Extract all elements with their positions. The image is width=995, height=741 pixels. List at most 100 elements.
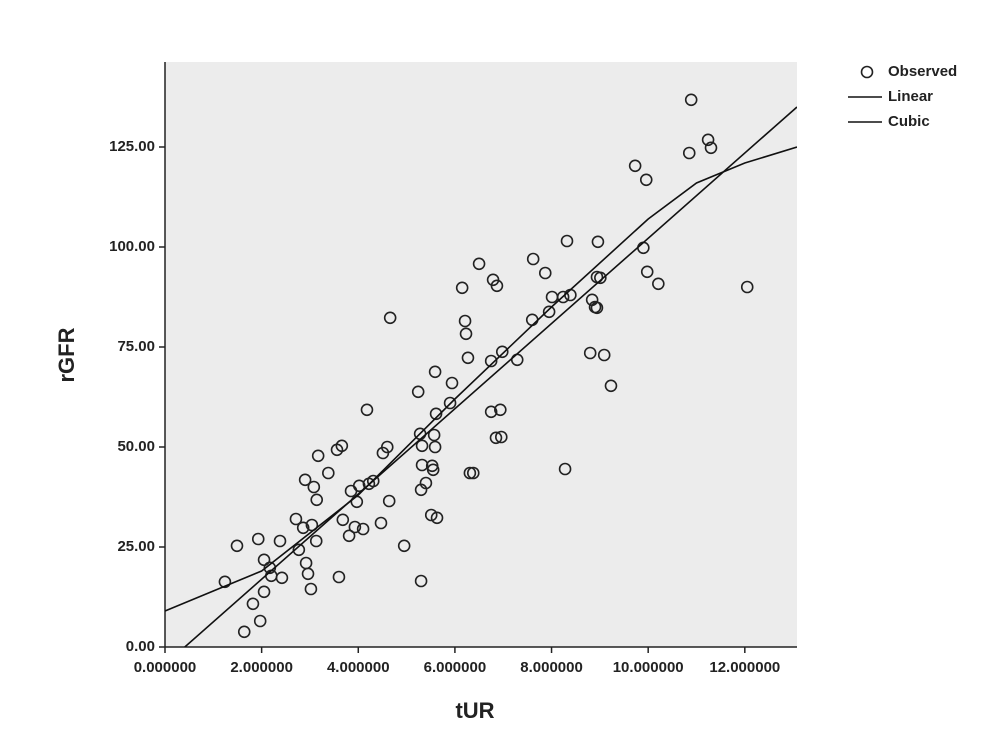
observed-point [494, 430, 508, 444]
x-tick-label: 4.000000 [327, 659, 390, 676]
legend-label: Linear [888, 88, 933, 105]
observed-point [251, 532, 265, 546]
observed-point [309, 534, 323, 548]
observed-point [424, 508, 438, 522]
observed-point [426, 463, 440, 477]
observed-point [301, 567, 315, 581]
observed-point [428, 440, 442, 454]
observed-point [628, 159, 642, 173]
y-axis-title: rGFR [54, 327, 79, 382]
observed-point [348, 520, 362, 534]
observed-point [292, 543, 306, 557]
legend-marker [860, 65, 874, 79]
observed-point [455, 281, 469, 295]
observed-point [257, 553, 271, 567]
observed-point [684, 93, 698, 107]
observed-point [237, 625, 251, 639]
observed-point [322, 466, 335, 480]
observed-point [411, 385, 425, 399]
observed-point [360, 403, 374, 417]
observed-point [257, 585, 271, 599]
x-tick-label: 8.000000 [520, 659, 583, 676]
observed-point [443, 396, 457, 410]
observed-point [336, 513, 350, 527]
observed-point [296, 521, 310, 535]
observed-point [429, 407, 443, 421]
observed-point [356, 522, 370, 536]
observed-point [311, 449, 325, 463]
observed-point [556, 290, 570, 304]
observed-point [298, 473, 312, 487]
y-tick-label: 125.00 [109, 138, 155, 155]
observed-point [366, 474, 380, 488]
observed-point [740, 280, 754, 294]
observed-point [583, 346, 597, 360]
observed-point [463, 466, 477, 480]
observed-point [558, 462, 572, 476]
y-tick-label: 0.00 [126, 638, 155, 655]
observed-point [461, 351, 475, 365]
observed-point [352, 479, 366, 493]
observed-point [682, 146, 696, 160]
observed-point [246, 597, 260, 611]
observed-point [494, 403, 507, 417]
observed-point [275, 571, 289, 585]
observed-point [640, 265, 654, 279]
observed-point [415, 439, 429, 453]
x-tick-label: 0.000000 [134, 659, 197, 676]
x-tick-label: 12.000000 [709, 659, 780, 676]
observed-point [397, 539, 411, 553]
observed-point [430, 511, 444, 525]
observed-point [560, 234, 574, 248]
observed-point [701, 133, 715, 147]
observed-point [383, 311, 397, 325]
legend-label: Observed [888, 63, 957, 80]
observed-point [704, 141, 718, 155]
observed-point [218, 575, 232, 589]
y-tick-label: 50.00 [117, 438, 155, 455]
observed-point [335, 439, 349, 453]
observed-point [230, 539, 244, 553]
observed-point [428, 365, 442, 379]
observed-point [591, 235, 605, 249]
observed-point [445, 376, 459, 390]
observed-point [307, 480, 321, 494]
observed-point [495, 345, 509, 359]
observed-point [310, 493, 324, 507]
x-axis-title: tUR [455, 698, 494, 723]
observed-point [652, 277, 665, 291]
observed-point [253, 614, 267, 628]
observed-point [466, 466, 480, 480]
observed-point [489, 431, 503, 445]
legend-label: Cubic [888, 113, 930, 130]
observed-point [414, 574, 428, 588]
y-tick-label: 75.00 [117, 338, 155, 355]
observed-point [526, 252, 540, 266]
observed-point [484, 405, 498, 419]
observed-point [332, 570, 346, 584]
observed-point [459, 327, 473, 341]
observed-point [419, 476, 433, 490]
observed-point [382, 494, 396, 508]
x-tick-label: 10.000000 [613, 659, 684, 676]
observed-point [273, 534, 287, 548]
observed-point [590, 301, 604, 315]
observed-point [304, 582, 318, 596]
observed-point [639, 173, 653, 187]
observed-point [594, 271, 607, 285]
observed-point [538, 266, 552, 280]
plot-area [165, 62, 797, 647]
observed-point [458, 314, 472, 328]
observed-point [374, 516, 388, 530]
fit-line [165, 146, 797, 612]
observed-point [484, 354, 498, 368]
observed-point [380, 440, 394, 454]
observed-point [342, 529, 356, 543]
observed-point [597, 348, 611, 362]
observed-point [472, 257, 486, 271]
observed-point [289, 512, 303, 526]
observed-point [542, 305, 556, 319]
x-tick-label: 2.000000 [230, 659, 293, 676]
y-tick-label: 25.00 [117, 538, 155, 555]
